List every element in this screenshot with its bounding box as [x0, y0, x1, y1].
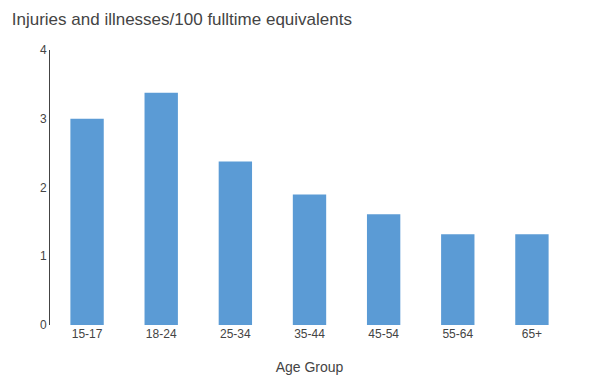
svg-text:15-17: 15-17: [72, 327, 103, 341]
svg-text:55-64: 55-64: [442, 327, 473, 341]
svg-text:65+: 65+: [522, 327, 542, 341]
svg-text:2: 2: [40, 181, 47, 195]
svg-text:Injuries and illnesses/100 ful: Injuries and illnesses/100 fulltime equi…: [12, 10, 352, 29]
svg-text:25-34: 25-34: [220, 327, 251, 341]
svg-text:Age Group: Age Group: [276, 359, 344, 375]
svg-text:45-54: 45-54: [368, 327, 399, 341]
svg-text:1: 1: [40, 249, 47, 263]
svg-text:0: 0: [40, 318, 47, 332]
svg-text:35-44: 35-44: [294, 327, 325, 341]
svg-text:3: 3: [40, 112, 47, 126]
svg-text:18-24: 18-24: [146, 327, 177, 341]
svg-text:4: 4: [40, 43, 47, 57]
